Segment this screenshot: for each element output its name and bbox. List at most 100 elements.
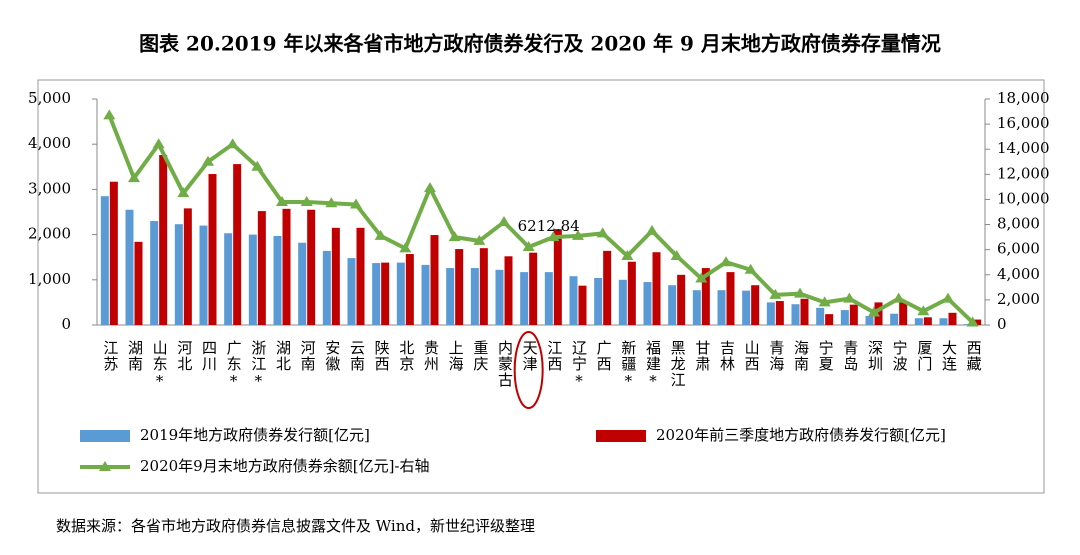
y2-tick-label: 2,000 [997,290,1040,308]
x-tick-label: 安徽 [323,340,341,372]
x-tick-label: 北京 [397,340,415,372]
bar [948,312,957,325]
x-tick-label: 陕西 [373,340,391,372]
bar [421,264,430,325]
bar [742,290,751,325]
x-tick-label: 江西 [545,340,563,372]
bar [692,290,701,325]
line-marker [498,216,510,227]
bar [677,274,686,325]
line-marker [251,160,264,171]
x-tick-label: 宁夏 [817,340,835,372]
legend-swatch [596,430,646,442]
source-note: 数据来源：各省市地方政府债券信息披露文件及 Wind，新世纪评级整理 [56,517,535,535]
line-marker [547,231,560,242]
x-tick-label: 河南 [299,340,317,372]
line-marker [868,306,880,317]
bar [553,229,562,325]
y-tick-label: 0 [61,315,71,333]
line-marker [966,316,979,327]
bar [134,241,143,325]
line-marker [325,197,338,208]
y2-tick-label: 16,000 [997,114,1050,132]
y2-tick-label: 6,000 [997,240,1040,258]
x-tick-label: 海南 [792,340,810,372]
line-marker [892,292,905,303]
line-marker [744,263,757,274]
bar [307,209,316,325]
line-marker [917,305,930,316]
x-tick-label: 浙江* [249,340,267,391]
x-tick-label: 江苏 [101,340,119,372]
bar [455,249,464,325]
bar [109,181,118,325]
line-marker [572,229,584,240]
line-marker [522,240,535,251]
y2-tick-label: 12,000 [997,164,1050,182]
line-marker [794,287,806,298]
chart-frame [37,79,1045,494]
line-marker [177,187,190,198]
bar [248,234,257,325]
bar [446,268,455,325]
y2-tick-label: 10,000 [997,189,1050,207]
bar [150,221,159,325]
bar [430,235,439,325]
line-marker [103,109,116,120]
y-tick-label: 3,000 [28,179,71,197]
bar [356,227,365,325]
bar [939,318,948,325]
line-marker [596,227,609,238]
bar [899,302,908,325]
x-tick-label: 青岛 [841,340,859,372]
line-marker [448,231,461,242]
line-marker [128,172,140,183]
bar [973,319,982,325]
line-marker [670,249,683,260]
x-tick-label: 贵州 [422,340,440,372]
x-tick-label: 云南 [348,340,366,372]
bar [800,298,809,325]
y2-tick-label: 18,000 [997,89,1050,107]
y-tick-label: 2,000 [28,225,71,243]
bar [840,310,849,325]
bar [479,248,488,325]
x-tick-label: 四川 [200,340,218,372]
x-tick-label: 黑龙江 [669,340,687,388]
x-tick-label: 青海 [767,340,785,372]
x-tick-label: 山西 [743,340,761,372]
x-tick-label: 河北 [175,340,193,372]
bar [751,285,760,325]
line-marker [374,229,387,240]
x-tick-label: 山东* [151,340,169,391]
bar [331,227,340,325]
x-tick-label: 吉林 [718,340,736,372]
bar [643,282,652,325]
line-marker [720,256,732,267]
x-tick-label: 西藏 [965,340,983,372]
bar [347,258,356,325]
line-marker [152,138,165,149]
bar [174,224,183,325]
x-tick-label: 广西 [595,340,613,372]
line-marker [646,224,658,235]
x-tick-label: 天津 [521,340,539,372]
line-marker [350,198,362,209]
bar [816,307,825,325]
bar [405,254,414,325]
bar [726,272,735,325]
y-tick-label: 1,000 [28,270,71,288]
x-tick-label: 深圳 [866,340,884,372]
line-marker [621,249,634,260]
highlight-circle [513,331,544,409]
bar [100,196,109,325]
bar [257,211,266,325]
bar [652,252,661,325]
line-marker [695,272,708,283]
line-marker [300,195,313,206]
x-tick-label: 湖南 [126,340,144,372]
line-marker [424,182,436,193]
x-tick-label: 重庆 [471,340,489,372]
x-tick-label: 大连 [940,340,958,372]
bar [923,317,932,325]
